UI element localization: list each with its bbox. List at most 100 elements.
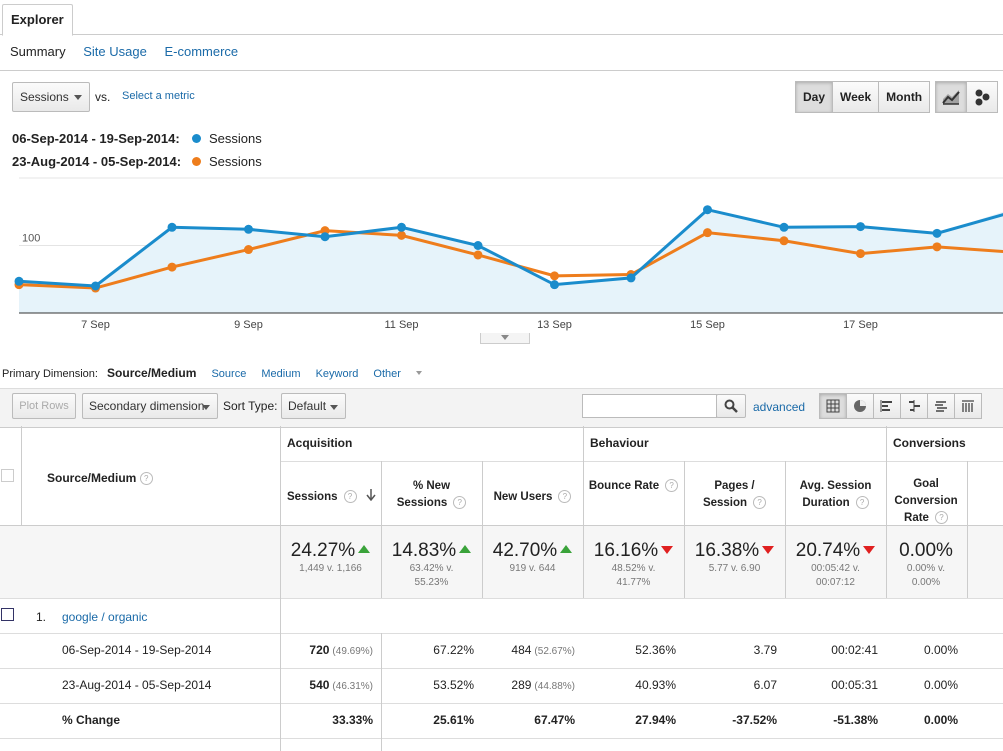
data-point — [397, 222, 406, 232]
dimension-header[interactable]: Source/Medium ? — [47, 471, 153, 485]
select-metric-link[interactable]: Select a metric — [122, 90, 195, 102]
tab-site-usage[interactable]: Site Usage — [83, 44, 147, 59]
row-source-medium-link[interactable]: google / organic — [62, 610, 148, 624]
divider — [967, 461, 968, 598]
chevron-down-icon — [202, 405, 210, 410]
divider — [785, 461, 786, 598]
dimension-source-medium[interactable]: Source/Medium — [107, 366, 197, 380]
legend-metric: Sessions — [209, 131, 262, 146]
total-comparison: 5.77 v. 6.90 — [708, 563, 761, 574]
data-point — [320, 232, 330, 242]
total-change-value: 0.00% — [899, 540, 953, 561]
dimension-medium[interactable]: Medium — [261, 368, 301, 380]
search-button[interactable] — [716, 394, 746, 418]
dimension-source[interactable]: Source — [211, 368, 247, 380]
sessions-line-chart[interactable]: 100 200 7 Sep 9 Sep 11 Sep 13 Sep 15 Sep 17 Sep — [0, 176, 1003, 336]
line-chart-button[interactable] — [935, 81, 967, 113]
pie-chart-icon — [854, 400, 866, 412]
tab-explorer[interactable]: Explorer — [2, 4, 73, 36]
column-header[interactable]: % New Sessions? — [381, 478, 482, 512]
week-button[interactable]: Week — [832, 81, 880, 113]
tab-ecommerce[interactable]: E-commerce — [164, 44, 239, 59]
help-icon[interactable]: ? — [139, 472, 153, 485]
column-header[interactable]: Bounce Rate? — [583, 478, 684, 495]
column-header-label: Sessions? — [381, 495, 482, 512]
column-header[interactable]: Pages / Session? — [684, 478, 785, 512]
secondary-dimension-dropdown[interactable]: Secondary dimension — [82, 393, 218, 419]
help-icon[interactable]: ? — [934, 511, 948, 524]
column-header-text: Goal — [913, 478, 939, 490]
help-icon[interactable]: ? — [665, 479, 679, 492]
total-comparison: 00:07:12 — [816, 577, 855, 588]
data-point — [550, 271, 559, 281]
cell-value: -51.38% — [833, 713, 878, 727]
pie-view-button[interactable] — [846, 393, 874, 419]
cell-value: 540 — [309, 678, 330, 692]
metric-dropdown[interactable]: Sessions — [12, 82, 90, 112]
help-icon[interactable]: ? — [343, 490, 357, 503]
column-header[interactable]: Sessions? — [280, 489, 388, 506]
divider — [381, 461, 382, 598]
metric-dropdown-value: Sessions — [20, 90, 69, 104]
chart-collapse-handle[interactable] — [480, 333, 530, 344]
chart-type-toggle — [935, 81, 998, 113]
legend-item: 23-Aug-2014 - 05-Sep-2014: Sessions — [12, 154, 262, 169]
subrow-label: % Change — [62, 713, 121, 727]
column-header[interactable]: CCom — [967, 478, 1003, 512]
data-point — [626, 273, 636, 283]
table-cell: -51.38% — [785, 713, 878, 727]
motion-chart-button[interactable] — [966, 81, 998, 113]
help-icon[interactable]: ? — [753, 496, 767, 509]
subrow-label: 23-Aug-2014 - 05-Sep-2014 — [62, 678, 212, 692]
help-icon[interactable]: ? — [558, 490, 572, 503]
column-header-text: Duration — [802, 497, 850, 509]
column-header-label: Sessions? — [287, 489, 388, 506]
divider — [280, 426, 281, 751]
total-change: 24.27% — [280, 540, 381, 562]
pivot-view-button[interactable] — [954, 393, 982, 419]
dimension-keyword[interactable]: Keyword — [315, 368, 359, 380]
bar-chart-icon — [880, 400, 892, 412]
cell-value: 3.79 — [753, 643, 777, 657]
table-cell: 53.52% — [381, 678, 474, 692]
column-header[interactable]: New Users? — [482, 489, 583, 506]
total-comparison: 55.23% — [414, 577, 449, 588]
tab-summary[interactable]: Summary — [10, 44, 66, 59]
data-table-view-button[interactable] — [819, 393, 847, 419]
comparison-view-button[interactable] — [900, 393, 928, 419]
table-search-input[interactable] — [582, 394, 717, 418]
cell-value: 27.94% — [635, 713, 676, 727]
arrow-down-icon — [762, 546, 775, 554]
column-header[interactable]: Goal Conversion Rate? — [886, 476, 966, 527]
help-icon[interactable]: ? — [453, 496, 467, 509]
performance-view-button[interactable] — [873, 393, 901, 419]
sort-type-dropdown[interactable]: Default — [281, 393, 346, 419]
help-icon[interactable]: ? — [855, 496, 869, 509]
dimension-other-label: Other — [373, 368, 401, 380]
row-checkbox[interactable] — [1, 608, 14, 621]
sort-arrow-icon[interactable] — [357, 489, 376, 503]
day-button[interactable]: Day — [795, 81, 834, 113]
term-cloud-view-button[interactable] — [927, 393, 955, 419]
divider — [280, 461, 1003, 462]
plot-rows-button[interactable]: Plot Rows — [12, 393, 76, 419]
column-header-text: % New — [412, 480, 451, 492]
month-button[interactable]: Month — [878, 81, 931, 113]
dimension-header-label: Source/Medium — [47, 471, 137, 485]
select-all-checkbox[interactable] — [1, 469, 14, 482]
table-cell: 540 (46.31%) — [280, 678, 373, 692]
advanced-filter-link[interactable]: advanced — [753, 400, 806, 414]
total-change-value: 16.16% — [593, 540, 659, 561]
cell-value: 52.36% — [635, 643, 676, 657]
data-point — [244, 245, 253, 255]
column-header[interactable]: Avg. Session Duration? — [785, 478, 886, 512]
data-point — [14, 276, 24, 286]
column-header-label: Goal — [886, 476, 966, 493]
total-change: 0 — [967, 540, 1003, 562]
period-toggle: Day Week Month — [795, 81, 931, 113]
data-point — [473, 241, 483, 250]
column-header-label: % New — [381, 478, 482, 495]
total-comparison: 00:05:42 v. — [811, 563, 860, 574]
dimension-other[interactable]: Other — [373, 368, 434, 380]
primary-dimension-bar: Primary Dimension: Source/Medium Source … — [2, 366, 446, 380]
